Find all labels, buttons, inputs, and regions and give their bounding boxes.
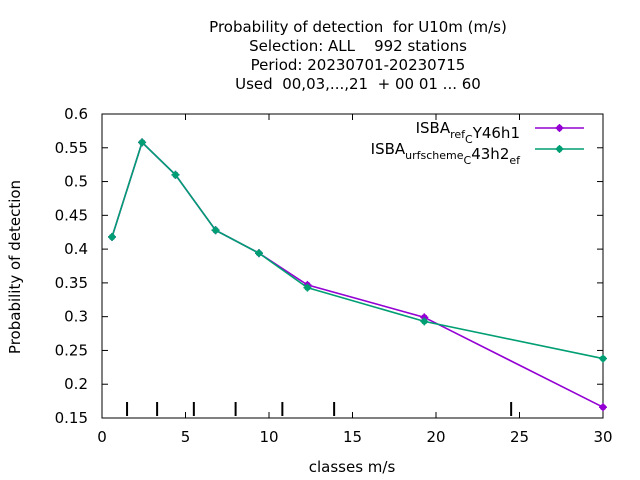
chart-title-line: Used 00,03,...,21 + 00 01 ... 60 bbox=[235, 75, 481, 93]
x-tick-label: 0 bbox=[97, 428, 107, 446]
data-point bbox=[555, 124, 564, 132]
y-tick-label: 0.35 bbox=[55, 274, 88, 292]
data-point bbox=[420, 317, 429, 326]
plot-frame bbox=[101, 113, 604, 419]
x-axis-label: classes m/s bbox=[309, 458, 396, 476]
data-point bbox=[555, 145, 564, 153]
x-tick-label: 15 bbox=[343, 428, 362, 446]
x-tick-label: 25 bbox=[510, 428, 529, 446]
class-markers bbox=[126, 402, 513, 416]
legend-entry: ISBArefCY46h1 bbox=[416, 119, 584, 146]
series-2 bbox=[108, 138, 607, 363]
data-point bbox=[171, 170, 180, 179]
legend-entry: ISBAurfschemeC43h2ef bbox=[371, 140, 584, 167]
y-axis-label: Probability of detection bbox=[6, 180, 24, 354]
x-tick-label: 30 bbox=[593, 428, 612, 446]
series-group bbox=[108, 138, 607, 412]
y-tick-label: 0.55 bbox=[55, 139, 88, 157]
series-1 bbox=[108, 138, 607, 412]
data-point bbox=[599, 403, 607, 412]
data-point bbox=[303, 283, 312, 292]
x-tick-label: 5 bbox=[181, 428, 191, 446]
series-line bbox=[111, 140, 604, 360]
y-tick-label: 0.15 bbox=[55, 409, 88, 427]
legend-label: ISBAurfschemeC43h2ef bbox=[371, 140, 521, 167]
y-tick-label: 0.25 bbox=[55, 341, 88, 359]
chart-title-line: Probability of detection for U10m (m/s) bbox=[209, 18, 507, 36]
y-tick-label: 0.3 bbox=[64, 308, 88, 326]
chart-title-line: Period: 20230701-20230715 bbox=[251, 56, 466, 74]
axis-ticks: 0 5 10 15 20 25 30 0.15 0.2 0.25 0.3 0.35 0.4 0.45 0.5… bbox=[55, 105, 613, 446]
chart-title-line: Selection: ALL 992 stations bbox=[249, 37, 467, 55]
data-point bbox=[138, 138, 147, 147]
legend-label: ISBArefCY46h1 bbox=[416, 119, 520, 146]
data-point bbox=[599, 354, 607, 363]
x-tick-label: 10 bbox=[259, 428, 278, 446]
y-tick-label: 0.4 bbox=[64, 240, 88, 258]
data-point bbox=[254, 249, 263, 258]
y-tick-label: 0.6 bbox=[64, 105, 88, 123]
y-tick-label: 0.5 bbox=[64, 173, 88, 191]
y-tick-label: 0.45 bbox=[55, 206, 88, 224]
chart-title: Probability of detection for U10m (m/s)S… bbox=[209, 18, 507, 93]
y-tick-label: 0.2 bbox=[64, 375, 88, 393]
series-line bbox=[111, 140, 604, 408]
x-tick-label: 20 bbox=[426, 428, 445, 446]
data-point bbox=[108, 232, 117, 241]
data-point bbox=[211, 226, 220, 235]
